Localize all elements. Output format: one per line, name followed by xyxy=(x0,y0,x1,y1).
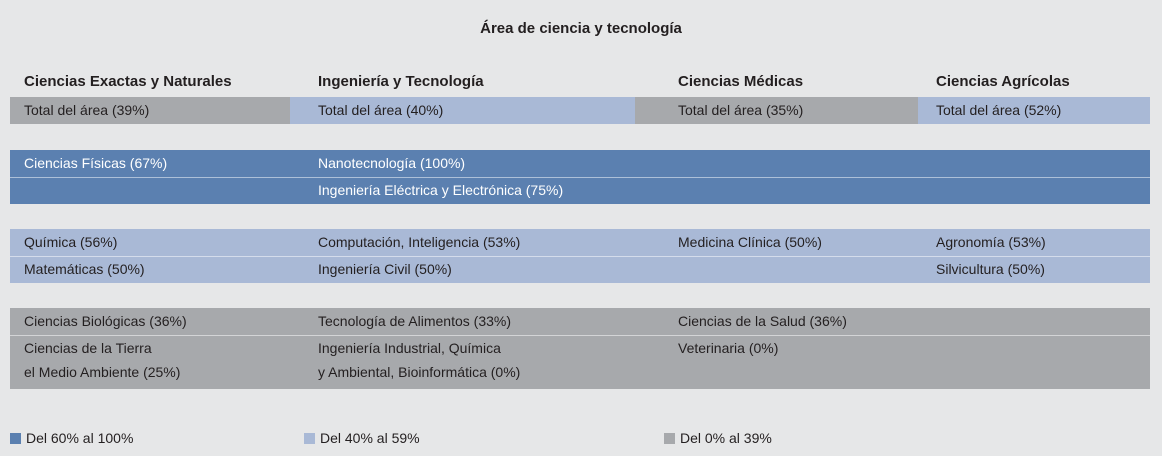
title: Área de ciencia y tecnología xyxy=(480,20,682,37)
total-cell: Total del área (39%) xyxy=(24,102,150,118)
row-divider xyxy=(10,335,1150,336)
legend-swatch xyxy=(664,433,675,444)
total-cell-bg xyxy=(10,97,290,124)
legend-label: Del 60% al 100% xyxy=(26,430,134,446)
total-cell-bg xyxy=(635,97,918,124)
legend-swatch xyxy=(304,433,315,444)
cell: Ciencias Biológicas (36%) xyxy=(24,313,187,329)
cell: Medicina Clínica (50%) xyxy=(678,234,822,250)
cell: Ciencias de la Salud (36%) xyxy=(678,313,847,329)
cell: Química (56%) xyxy=(24,234,118,250)
column-header: Ingeniería y Tecnología xyxy=(318,73,484,90)
cell: Ingeniería Eléctrica y Electrónica (75%) xyxy=(318,182,564,198)
column-header: Ciencias Médicas xyxy=(678,73,804,90)
cell: Veterinaria (0%) xyxy=(678,340,779,356)
cell: Ciencias de la Tierra el Medio Ambiente … xyxy=(24,340,181,380)
cell: Matemáticas (50%) xyxy=(24,261,145,277)
row-divider xyxy=(10,177,1150,178)
band xyxy=(10,308,1150,389)
cell: Ingeniería Civil (50%) xyxy=(318,261,452,277)
cell: Tecnología de Alimentos (33%) xyxy=(318,313,511,329)
legend-label: Del 40% al 59% xyxy=(320,430,420,446)
cell: Computación, Inteligencia (53%) xyxy=(318,234,521,250)
total-cell: Total del área (52%) xyxy=(936,102,1062,118)
cell: Ingeniería Industrial, Química y Ambient… xyxy=(318,340,521,380)
cell: Silvicultura (50%) xyxy=(936,261,1045,277)
cell: Ciencias Físicas (67%) xyxy=(24,155,168,171)
cell: Agronomía (53%) xyxy=(936,234,1046,250)
cell: Nanotecnología (100%) xyxy=(318,155,466,171)
column-header: Ciencias Exactas y Naturales xyxy=(24,73,232,90)
row-divider xyxy=(10,256,1150,257)
total-cell-bg xyxy=(290,97,635,124)
legend-swatch xyxy=(10,433,21,444)
total-cell: Total del área (40%) xyxy=(318,102,444,118)
total-cell: Total del área (35%) xyxy=(678,102,804,118)
legend-label: Del 0% al 39% xyxy=(680,430,772,446)
column-header: Ciencias Agrícolas xyxy=(936,73,1070,90)
total-cell-bg xyxy=(918,97,1150,124)
